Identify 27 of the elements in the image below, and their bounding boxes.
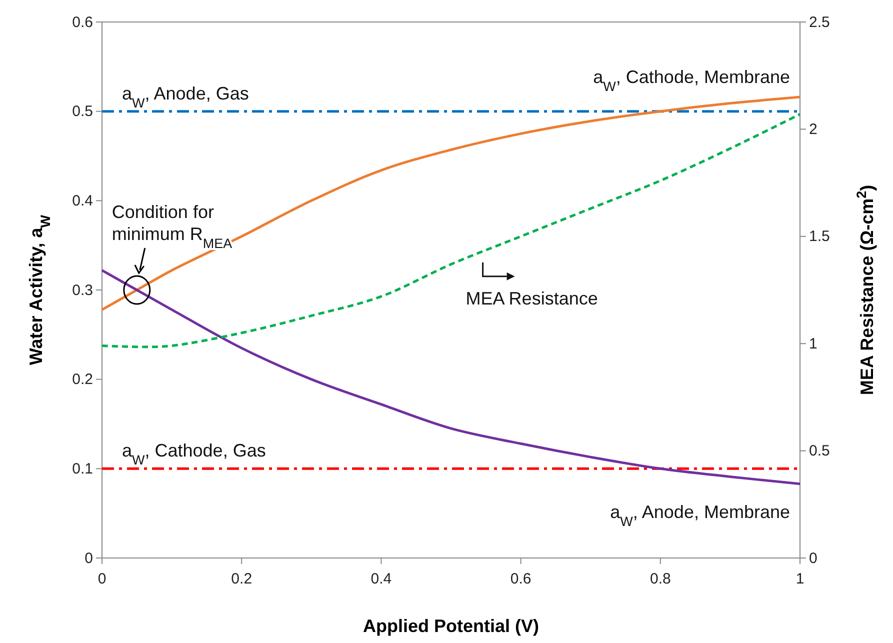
y-tick-label: 0.1 xyxy=(72,460,93,478)
y2-tick-label: 2 xyxy=(809,121,818,138)
x-tick-label: 0.4 xyxy=(370,570,392,588)
x-tick-label: 0.8 xyxy=(650,570,671,588)
series-label: a$_{W}$, Cathode, Membrane xyxy=(593,67,790,94)
y-tick-label: 0.2 xyxy=(72,371,93,388)
series-label: a$_{W}$, Anode, Membrane xyxy=(610,502,790,528)
y-tick-label: 0 xyxy=(84,550,93,567)
x-tick-label: 0 xyxy=(98,570,106,588)
y2-tick-label: 0.5 xyxy=(809,442,830,460)
y-tick-label: 0.4 xyxy=(72,192,93,210)
y-tick-label: 0.5 xyxy=(72,103,93,120)
x-tick-label: 1 xyxy=(796,570,804,588)
line-series xyxy=(100,269,802,486)
ref-line-label: a$_{W}$, Anode, Gas xyxy=(122,83,249,110)
y-tick-label: 0.3 xyxy=(72,282,93,299)
y2-tick-label: 0 xyxy=(809,550,818,567)
y2-tick-label: 1.5 xyxy=(809,228,830,246)
series-label: MEA Resistance xyxy=(466,288,598,308)
x-tick-label: 0.6 xyxy=(510,570,532,588)
x-axis-title: Applied Potential (V) xyxy=(362,616,540,636)
y-tick-label: 0.6 xyxy=(72,14,93,31)
ref-line-label: a$_{W}$, Cathode, Gas xyxy=(122,440,266,468)
y2-tick-label: 2.5 xyxy=(809,14,830,31)
line-series xyxy=(100,112,802,348)
y2-tick-label: 1 xyxy=(809,335,818,352)
x-tick-label: 0.2 xyxy=(231,570,252,588)
